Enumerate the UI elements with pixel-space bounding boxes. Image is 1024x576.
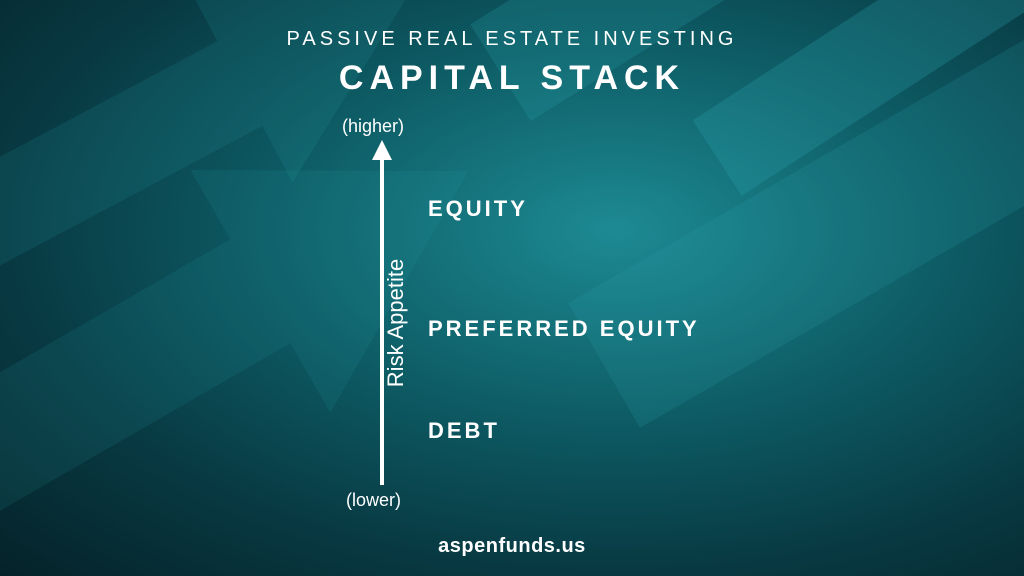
axis-label: Risk Appetite: [383, 259, 409, 387]
axis-endpoint-low: (lower): [346, 490, 401, 511]
stack-level-preferred-equity: PREFERRED EQUITY: [428, 316, 700, 342]
subtitle: PASSIVE REAL ESTATE INVESTING: [0, 28, 1024, 51]
stack-level-equity: EQUITY: [428, 196, 528, 222]
axis-endpoint-high: (higher): [342, 116, 404, 137]
footer-url: aspenfunds.us: [0, 535, 1024, 558]
stack-level-debt: DEBT: [428, 418, 500, 444]
header: PASSIVE REAL ESTATE INVESTING CAPITAL ST…: [0, 28, 1024, 98]
title: CAPITAL STACK: [0, 59, 1024, 98]
